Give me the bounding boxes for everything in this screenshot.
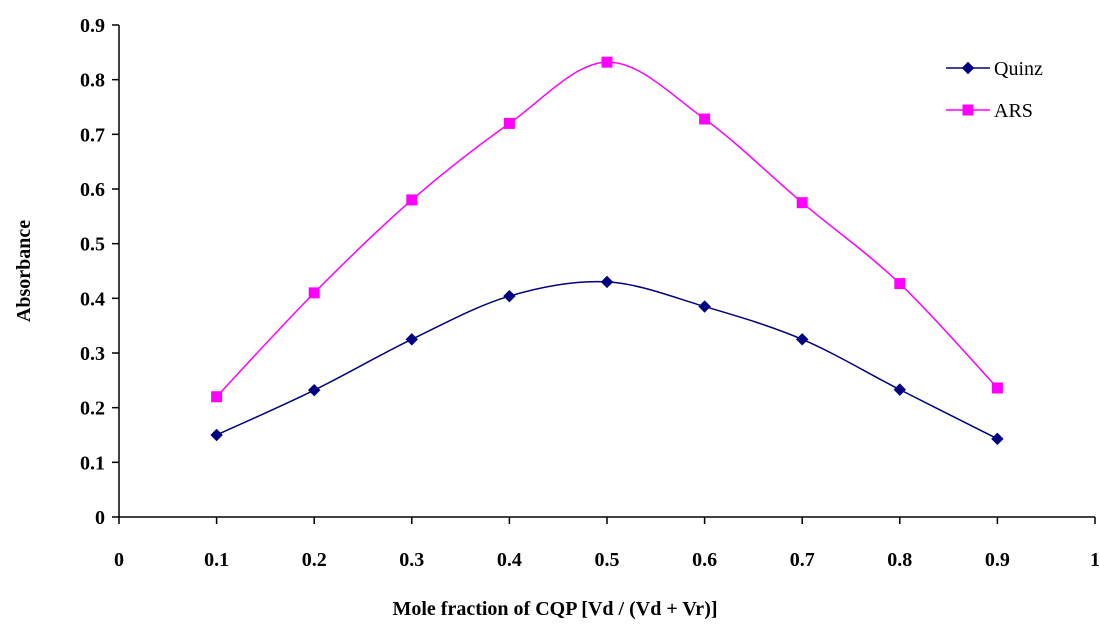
y-tick-label: 0.2 <box>80 398 105 420</box>
data-point-ars <box>308 287 320 299</box>
data-point-quinz <box>503 289 516 303</box>
y-tick-label: 0.1 <box>80 452 105 474</box>
data-point-ars <box>503 117 515 129</box>
legend-entry-ars: ARS <box>946 100 1033 122</box>
axes: 0 0.1 0.2 0.3 0.4 0.5 0.6 0.7 0.8 0.9 0 0.1 0.2 0.3 0.… <box>80 15 1100 571</box>
data-point-quinz <box>210 428 223 442</box>
x-tick-label: 0.9 <box>985 549 1010 571</box>
data-point-ars <box>699 113 711 125</box>
x-tick-label: 0.1 <box>204 549 229 571</box>
series-quinz <box>210 275 1004 446</box>
y-tick-label: 0.5 <box>80 234 105 256</box>
legend-swatch-marker <box>962 104 974 116</box>
y-tick-label: 0.6 <box>80 179 105 201</box>
data-point-quinz <box>795 333 809 346</box>
data-point-ars <box>991 382 1003 394</box>
y-tick-label: 0.8 <box>80 70 105 92</box>
legend-entry-quinz: Quinz <box>946 58 1043 80</box>
series-line-quinz <box>216 280 998 440</box>
x-axis-title: Mole fraction of CQP [Vd / (Vd + Vr)] <box>392 598 717 620</box>
data-point-ars <box>406 194 418 206</box>
y-axis-title: Absorbance <box>13 220 35 322</box>
data-point-quinz <box>893 383 907 396</box>
y-tick-label: 0.7 <box>80 124 105 146</box>
data-point-ars <box>894 278 906 290</box>
y-tick-label: 0.4 <box>80 288 105 310</box>
data-point-ars <box>601 56 613 68</box>
x-tick-label: 0.4 <box>497 549 522 571</box>
data-point-ars <box>796 197 808 209</box>
legend: Quinz ARS <box>946 58 1043 122</box>
legend-label: ARS <box>994 100 1033 122</box>
x-tick-label: 0.8 <box>887 549 912 571</box>
x-tick-label: 0.5 <box>595 549 620 571</box>
legend-label: Quinz <box>994 58 1043 80</box>
x-tick-label: 0.2 <box>302 549 327 571</box>
x-tick-label: 0.7 <box>790 549 815 571</box>
legend-swatch-marker <box>961 61 975 75</box>
x-tick-label: 1 <box>1090 549 1100 571</box>
data-point-quinz <box>698 300 711 313</box>
data-point-quinz <box>600 275 614 289</box>
y-tick-label: 0.9 <box>80 15 105 37</box>
x-tick-label: 0 <box>114 549 124 571</box>
data-point-quinz <box>405 333 419 346</box>
data-point-ars <box>211 391 223 403</box>
data-point-quinz <box>307 383 321 397</box>
y-tick-label: 0.3 <box>80 343 105 365</box>
y-tick-label: 0 <box>95 507 105 529</box>
data-point-quinz <box>991 432 1004 446</box>
x-tick-label: 0.6 <box>692 549 717 571</box>
series-line-ars <box>216 61 998 398</box>
x-tick-label: 0.3 <box>399 549 424 571</box>
series-layer <box>210 56 1004 446</box>
series-ars <box>211 56 1003 403</box>
